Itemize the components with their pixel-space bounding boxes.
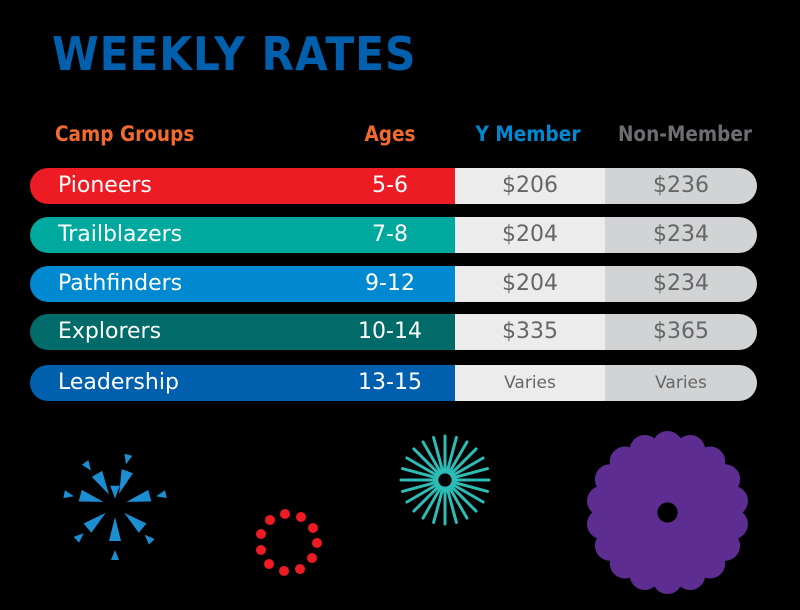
group-cell: Pathfinders 9-12: [30, 266, 455, 302]
y-member-price: Varies: [455, 365, 605, 401]
non-member-price: Varies: [605, 365, 757, 401]
group-name: Leadership: [58, 370, 179, 395]
non-member-price: $234: [605, 217, 757, 253]
firework-purple-icon: [587, 431, 748, 594]
header-non-member: Non-Member: [617, 122, 753, 146]
firework-red-dots-icon: [256, 509, 322, 576]
header-camp-groups: Camp Groups: [55, 122, 195, 146]
y-member-price: $206: [455, 168, 605, 204]
header-ages: Ages: [364, 122, 416, 146]
table-row-leadership: Leadership 13-15 Varies Varies: [30, 365, 757, 401]
group-ages: 10-14: [358, 319, 422, 344]
group-cell: Trailblazers 7-8: [30, 217, 455, 253]
group-cell: Leadership 13-15: [30, 365, 455, 401]
header-y-member: Y Member: [475, 122, 581, 146]
group-ages: 13-15: [358, 370, 422, 395]
table-row-trailblazers: Trailblazers 7-8 $204 $234: [30, 217, 757, 253]
non-member-price: $365: [605, 314, 757, 350]
table-row-explorers: Explorers 10-14 $335 $365: [30, 314, 757, 350]
group-name: Pioneers: [58, 173, 152, 198]
y-member-price: $204: [455, 217, 605, 253]
group-name: Pathfinders: [58, 271, 183, 296]
firework-teal-icon: [399, 434, 491, 526]
group-cell: Explorers 10-14: [30, 314, 455, 350]
non-member-price: $236: [605, 168, 757, 204]
table-row-pathfinders: Pathfinders 9-12 $204 $234: [30, 266, 757, 302]
page-title: WEEKLY RATES: [52, 27, 417, 81]
y-member-price: $335: [455, 314, 605, 350]
non-member-price: $234: [605, 266, 757, 302]
group-cell: Pioneers 5-6: [30, 168, 455, 204]
group-ages: 5-6: [372, 173, 408, 198]
table-row-pioneers: Pioneers 5-6 $206 $236: [30, 168, 757, 204]
group-ages: 7-8: [372, 222, 408, 247]
group-name: Explorers: [58, 319, 162, 344]
group-ages: 9-12: [365, 271, 415, 296]
firework-blue-icon: [63, 453, 167, 560]
group-name: Trailblazers: [58, 222, 183, 247]
y-member-price: $204: [455, 266, 605, 302]
